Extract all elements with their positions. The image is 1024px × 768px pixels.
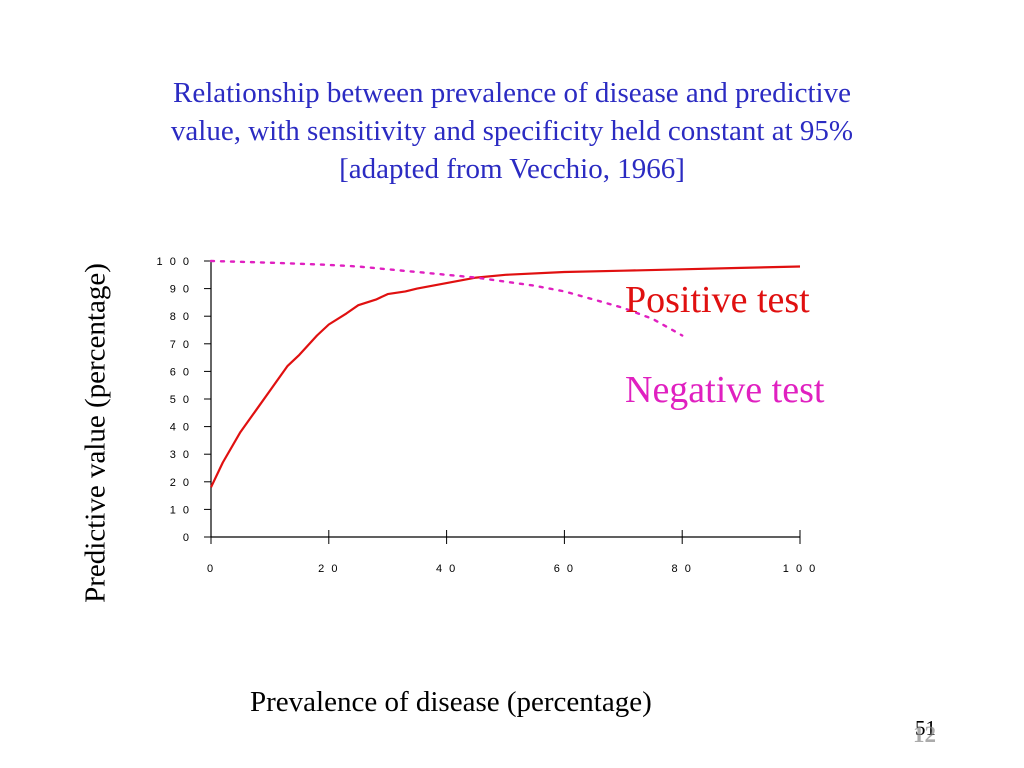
x-tick-label: 4 0 — [436, 563, 457, 575]
title-line-3: [adapted from Vecchio, 1966] — [339, 153, 685, 185]
x-tick-label: 2 0 — [318, 563, 339, 575]
series-line-negative-test — [209, 259, 684, 337]
x-tick-label: 0 — [207, 563, 215, 575]
chart-title: Relationship between prevalence of disea… — [62, 74, 962, 188]
y-tick-label: 6 0 — [170, 366, 191, 378]
y-tick-label: 9 0 — [170, 284, 191, 296]
y-tick-label: 3 0 — [170, 449, 191, 461]
y-tick-label: 0 — [183, 532, 191, 544]
y-tick-label: 4 0 — [170, 422, 191, 434]
y-tick-label: 1 0 — [170, 504, 191, 516]
y-tick-label: 8 0 — [170, 311, 191, 323]
slide-number: 51 — [915, 716, 936, 740]
slide-number-overlay: 12 — [913, 722, 936, 747]
x-tick-label: 8 0 — [672, 563, 693, 575]
legend-negative-test: Negative test — [625, 369, 825, 411]
x-tick-label: 1 0 0 — [783, 563, 817, 575]
title-line-2: value, with sensitivity and specificity … — [170, 115, 854, 147]
x-tick-label: 6 0 — [554, 563, 575, 575]
y-axis-label: Predictive value (percentage) — [79, 263, 112, 603]
title-line-1: Relationship between prevalence of disea… — [172, 77, 851, 109]
x-axis-label: Prevalence of disease (percentage) — [250, 686, 652, 718]
y-tick-label: 7 0 — [170, 339, 191, 351]
series-line-positive-test — [210, 265, 801, 488]
legend-positive-test: Positive test — [625, 279, 810, 321]
y-tick-label: 5 0 — [170, 394, 191, 406]
y-tick-label: 2 0 — [170, 477, 191, 489]
y-tick-label: 1 0 0 — [157, 256, 191, 268]
